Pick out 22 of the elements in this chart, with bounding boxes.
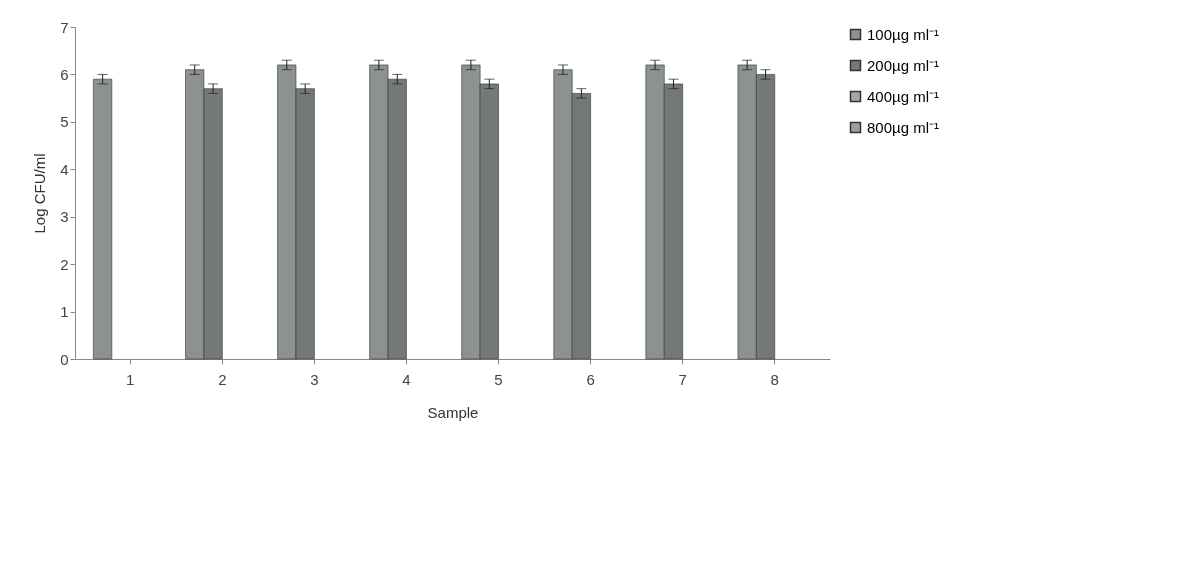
legend-label: 100µg ml⁻¹ [867,25,940,43]
legend-label: 400µg ml⁻¹ [867,87,940,105]
y-tick-label: 0 [60,350,69,368]
x-tick-label: 3 [310,370,319,388]
y-tick-label: 3 [60,208,69,226]
y-tick-label: 5 [60,113,69,131]
x-tick-label: 5 [494,370,503,388]
y-tick-label: 1 [60,303,69,321]
y-axis-title: Log CFU/ml [31,153,49,234]
x-tick-label: 1 [126,370,135,388]
x-tick-label: 6 [586,370,595,388]
x-tick-label: 8 [770,370,779,388]
x-tick-label: 4 [402,370,411,388]
y-tick-label: 7 [60,18,69,36]
y-tick-label: 4 [60,160,69,178]
x-axis-title: Sample [427,403,479,421]
legend-label: 200µg ml⁻¹ [867,56,940,74]
y-tick-label: 6 [60,65,69,83]
x-tick-label: 7 [678,370,687,388]
x-tick-label: 2 [218,370,227,388]
legend-label: 800µg ml⁻¹ [867,118,940,136]
y-tick-label: 2 [60,255,69,273]
